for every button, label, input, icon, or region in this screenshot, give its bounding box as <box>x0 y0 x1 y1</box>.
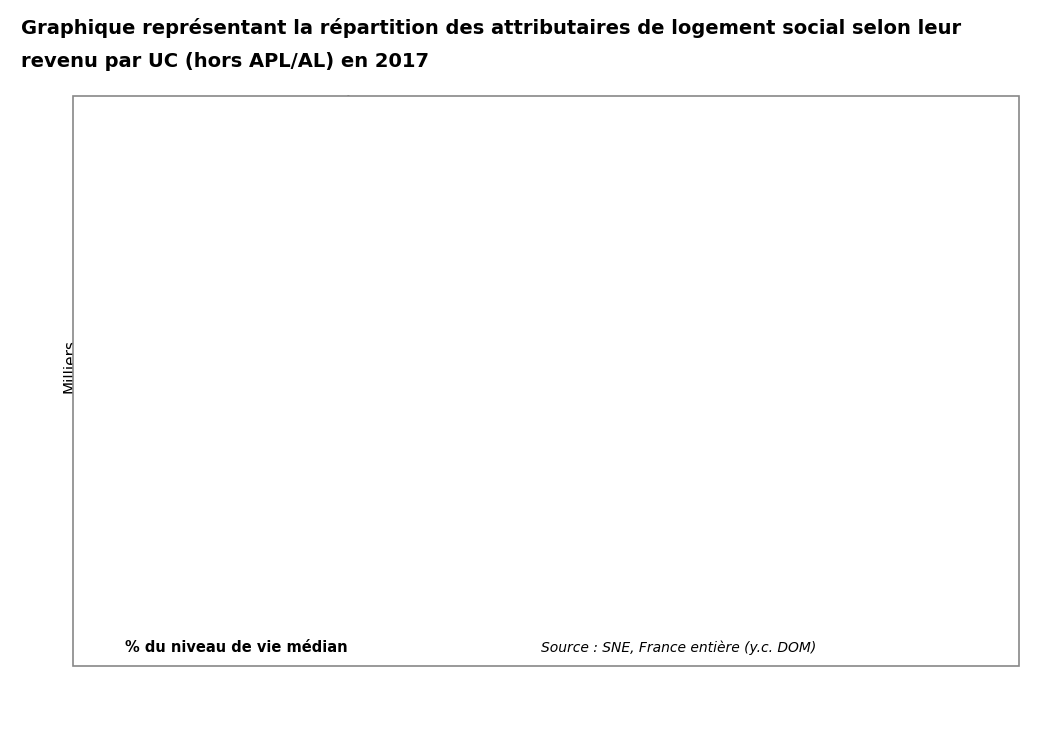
Title: Répartition selon le revenu /UC (hors APL/AL)
des attributaires de logement soci: Répartition selon le revenu /UC (hors AP… <box>326 95 798 140</box>
Bar <box>726 217 778 577</box>
Bar <box>345 444 398 577</box>
Bar <box>915 444 967 577</box>
Text: 67: 67 <box>836 337 857 355</box>
Text: 41: 41 <box>361 421 383 440</box>
Text: % du niveau de vie médian: % du niveau de vie médian <box>125 640 347 655</box>
Text: Source : SNE, France entière (y.c. DOM): Source : SNE, France entière (y.c. DOM) <box>541 640 816 655</box>
Text: 64: 64 <box>551 346 572 365</box>
Text: 8: 8 <box>271 528 282 546</box>
Bar <box>251 551 303 577</box>
Text: 62: 62 <box>646 353 667 371</box>
Bar <box>821 360 873 577</box>
Text: revenu par UC (hors APL/AL) en 2017: revenu par UC (hors APL/AL) en 2017 <box>21 52 428 71</box>
Bar <box>536 369 588 577</box>
Text: 52: 52 <box>457 386 477 403</box>
Text: 12: 12 <box>172 515 192 534</box>
Text: 111: 111 <box>735 194 768 212</box>
Text: Graphique représentant la répartition des attributaires de logement social selon: Graphique représentant la répartition de… <box>21 18 961 38</box>
Y-axis label: Milliers: Milliers <box>62 340 78 393</box>
Bar <box>630 376 682 577</box>
Text: Nombre total d'attributaires
(y.c. hors tranche) : 476 460: Nombre total d'attributaires (y.c. hors … <box>151 232 417 270</box>
Bar <box>441 408 493 577</box>
Bar <box>156 538 208 577</box>
Text: 41: 41 <box>931 421 952 440</box>
